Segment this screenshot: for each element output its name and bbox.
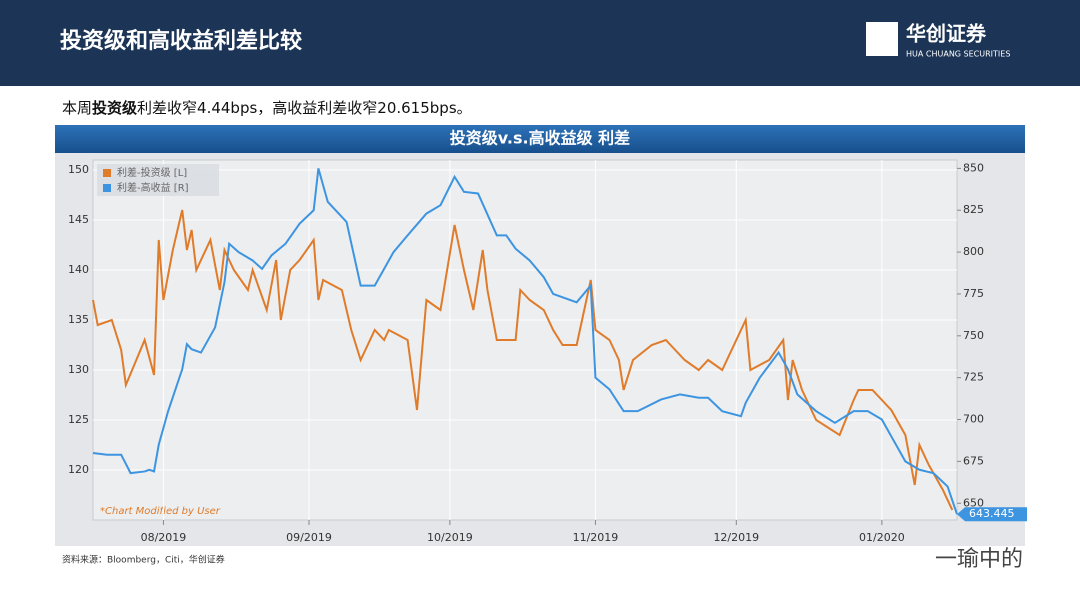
y2-tick-label: 750 [963,329,984,342]
subtitle: 本周投资级利差收窄4.44bps，高收益利差收窄20.615bps。 [62,99,472,117]
logo-sub: HUA CHUANG SECURITIES [906,50,1010,59]
legend-label: 利差-高收益 [R] [117,181,189,194]
y2-tick-label: 800 [963,245,984,258]
x-tick-label: 01/2020 [859,531,905,544]
y2-tick-label: 775 [963,287,984,300]
y2-tick-label: 825 [963,203,984,216]
y-tick-label: 135 [68,313,89,326]
y-tick-label: 130 [68,363,89,376]
slide-title: 投资级和高收益利差比较 [60,28,302,54]
legend-label: 利差-投资级 [L] [117,166,187,179]
plot-area [92,159,958,521]
legend-box [97,164,219,196]
y2-tick-label: 650 [963,496,984,509]
series-line [92,168,958,515]
y-tick-label: 150 [68,163,89,176]
subtitle-part: 利差收窄4.44bps，高收益利差收窄20.615bps。 [137,99,472,117]
y2-tick-label: 700 [963,413,984,426]
y2-tick-label: 850 [963,161,984,174]
chart-title: 投资级v.s.高收益级 利差 [450,129,630,148]
y-tick-label: 125 [68,413,89,426]
watermark: 一瑜中的 [935,547,1023,572]
y2-tick-label: 675 [963,454,984,467]
header-band [0,0,1080,86]
series-line [92,209,954,511]
logo-icon [866,22,898,56]
end-label: 643.445 [969,507,1015,520]
annotation: *Chart Modified by User [100,506,221,517]
x-tick-label: 12/2019 [713,531,759,544]
x-tick-label: 11/2019 [573,531,619,544]
end-label-box [957,507,1027,522]
legend-swatch [103,184,111,192]
y-tick-label: 140 [68,263,89,276]
y-tick-label: 145 [68,213,89,226]
y-tick-label: 120 [68,463,89,476]
x-tick-label: 10/2019 [427,531,473,544]
subtitle-bold: 投资级 [92,99,138,117]
legend-swatch [103,169,111,177]
logo-text: 华创证券 [906,22,987,46]
chart-title-bar [55,125,1025,153]
y2-tick-label: 725 [963,371,984,384]
source: 资料来源：Bloomberg，Citi，华创证券 [62,554,225,566]
subtitle-part: 本周 [62,99,92,117]
x-tick-label: 08/2019 [141,531,187,544]
x-tick-label: 09/2019 [286,531,332,544]
